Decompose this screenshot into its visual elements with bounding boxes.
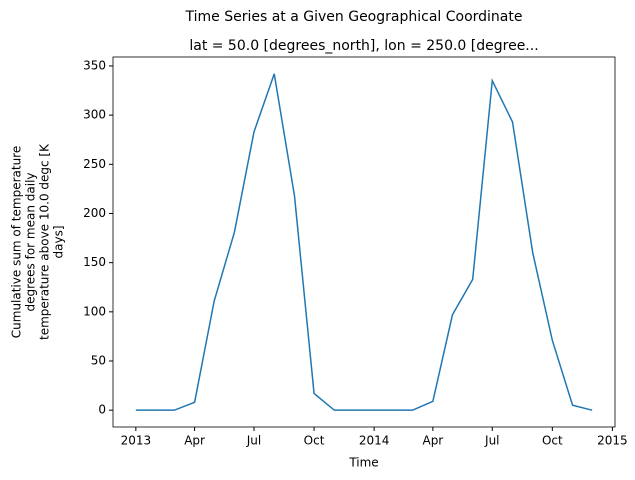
x-tick-label: Apr [184,434,205,448]
x-tick-label: Apr [422,434,443,448]
data-line [135,73,593,411]
plot-frame [112,56,616,428]
y-axis-label: degrees for mean daily [24,172,38,311]
x-tick-label: Oct [542,434,563,448]
y-axis-label: temperature above 10.0 degc [K [38,143,52,340]
y-tick-label: 50 [91,354,106,368]
x-axis-label: Time [348,456,378,470]
y-tick-label: 350 [83,58,106,72]
y-tick-label: 0 [98,403,106,417]
chart-subtitle: lat = 50.0 [degrees_north], lon = 250.0 … [189,38,538,54]
x-tick-label: 2014 [359,434,390,448]
x-tick-label: 2013 [121,434,152,448]
x-tick-label: Jul [246,434,261,448]
y-tick-label: 300 [83,108,106,122]
x-tick-label: Oct [304,434,325,448]
y-axis-label: Cumulative sum of temperature [10,146,24,338]
y-axis-label: days] [52,225,66,258]
x-tick-label: 2015 [597,434,628,448]
y-tick-label: 200 [83,206,106,220]
chart-title: Time Series at a Given Geographical Coor… [185,9,523,25]
y-tick-label: 250 [83,157,106,171]
y-tick-label: 150 [83,255,106,269]
x-tick-label: Jul [484,434,499,448]
y-tick-label: 100 [83,304,106,318]
